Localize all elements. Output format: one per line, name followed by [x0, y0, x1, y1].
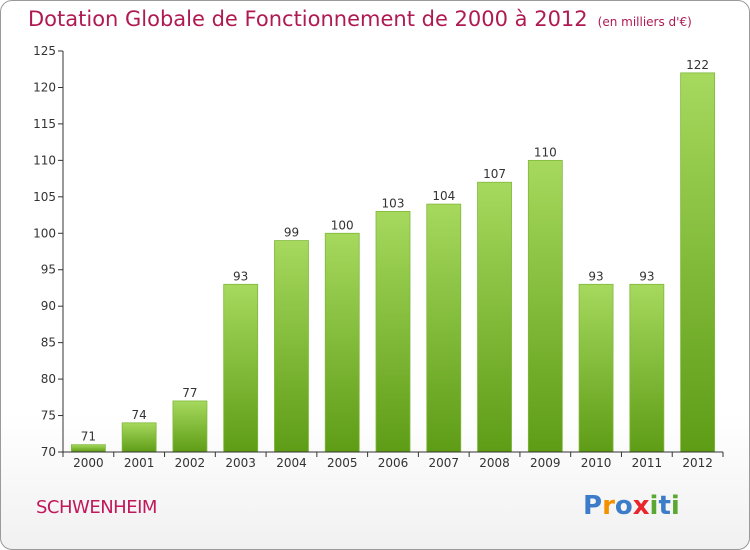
bar	[172, 400, 208, 453]
bar	[223, 283, 259, 453]
bar	[324, 232, 360, 453]
bar	[375, 210, 411, 453]
y-tick-label: 75	[41, 409, 56, 423]
logo-letter: i	[671, 491, 680, 520]
bar-value-label: 103	[382, 196, 405, 210]
bar-value-label: 93	[233, 269, 248, 283]
logo-letter: t	[658, 491, 670, 520]
bar-value-label: 74	[132, 408, 147, 422]
svg-text:Proxiti: Proxiti	[583, 491, 680, 520]
bar-value-label: 110	[534, 145, 557, 159]
bar-value-label: 104	[432, 189, 455, 203]
x-tick-label: 2002	[175, 456, 206, 470]
proxiti-logo: Proxiti	[583, 491, 680, 520]
commune-name: SCHWENHEIM	[36, 497, 157, 518]
chart-subtitle: (en milliers d'€)	[597, 15, 692, 29]
bar-value-label: 100	[331, 218, 354, 232]
y-axis: 70 75 80 85 90 95 100 105 110 115 120 125	[33, 44, 64, 459]
x-tick-label: 2012	[682, 456, 713, 470]
y-tick-label: 100	[33, 226, 56, 240]
bar-value-label: 122	[686, 58, 709, 72]
bar-value-label: 93	[639, 269, 654, 283]
x-tick-label: 2010	[581, 456, 612, 470]
x-tick-label: 2009	[530, 456, 561, 470]
bar	[426, 203, 462, 453]
bar	[121, 422, 157, 453]
logo-letter: P	[583, 491, 602, 520]
bar	[527, 159, 563, 453]
x-tick-label: 2006	[378, 456, 409, 470]
x-tick-label: 2000	[73, 456, 104, 470]
x-axis: 2000 2001 2002 2003 2004 2005 2006 2007 2008 2009…	[62, 451, 724, 470]
x-tick-label: 2007	[428, 456, 459, 470]
x-tick-label: 2003	[225, 456, 256, 470]
bar-value-label: 107	[483, 167, 506, 181]
y-tick-label: 105	[33, 190, 56, 204]
bar-value-label: 93	[588, 269, 603, 283]
bar-value-label: 77	[182, 386, 197, 400]
y-tick-label: 85	[41, 336, 56, 350]
x-tick-label: 2008	[479, 456, 510, 470]
bar	[629, 283, 665, 453]
bar	[274, 240, 309, 453]
bar-chart: 70 75 80 85 90 95 100 105 110 115 120 125 71 74 77 93 9…	[33, 44, 724, 470]
bar	[680, 72, 716, 453]
x-tick-label: 2001	[124, 456, 155, 470]
y-tick-label: 95	[41, 263, 56, 277]
logo-letter: x	[633, 491, 650, 520]
bar	[578, 283, 614, 453]
chart-title-text: Dotation Globale de Fonctionnement de 20…	[28, 7, 588, 31]
y-tick-label: 115	[33, 117, 56, 131]
y-tick-label: 120	[33, 80, 56, 94]
bars: 71 74 77 93 99 100 103 104 107 110 93 93 122	[70, 58, 716, 453]
y-tick-label: 90	[41, 299, 56, 313]
chart-title: Dotation Globale de Fonctionnement de 20…	[28, 7, 692, 31]
bar	[70, 444, 106, 453]
y-tick-label: 70	[41, 445, 56, 459]
bar-value-label: 99	[284, 226, 299, 240]
logo-letter: r	[602, 491, 615, 520]
bar-value-label: 71	[81, 430, 96, 444]
logo-letter: i	[650, 491, 659, 520]
logo-letter: o	[615, 491, 633, 520]
y-tick-label: 110	[33, 153, 56, 167]
bar	[477, 181, 512, 453]
y-tick-label: 80	[41, 372, 56, 386]
x-tick-label: 2005	[327, 456, 358, 470]
y-tick-label: 125	[33, 44, 56, 58]
x-tick-label: 2011	[632, 456, 663, 470]
x-tick-label: 2004	[276, 456, 307, 470]
